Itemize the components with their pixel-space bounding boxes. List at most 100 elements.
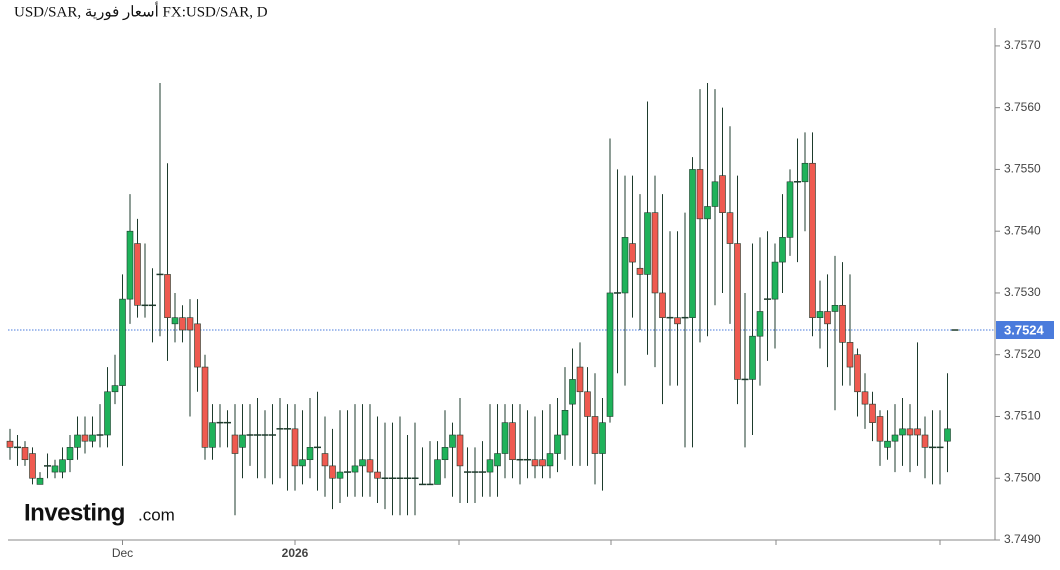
candle — [929, 410, 936, 485]
body — [606, 292, 614, 417]
candle — [149, 268, 156, 343]
candle — [621, 175, 629, 386]
body — [854, 354, 861, 393]
body — [81, 434, 89, 442]
body — [104, 391, 111, 436]
body — [486, 459, 494, 473]
body — [374, 471, 381, 479]
candle — [614, 169, 621, 374]
body — [801, 162, 809, 183]
body — [636, 267, 644, 275]
logo-suffix: .com — [138, 505, 175, 524]
candle — [779, 194, 786, 293]
body — [816, 311, 824, 318]
candle — [299, 410, 306, 485]
x-tick-label: Dec — [112, 546, 133, 560]
candle — [884, 410, 891, 460]
y-tick-label: 3.7490 — [1004, 532, 1041, 546]
candle — [51, 459, 59, 479]
candle — [411, 422, 419, 516]
candle — [224, 410, 231, 448]
candle — [831, 255, 839, 411]
candle — [209, 404, 216, 460]
body — [726, 212, 734, 244]
candle — [809, 132, 816, 337]
body — [291, 428, 299, 467]
candle — [89, 416, 96, 448]
candle — [126, 194, 134, 324]
y-tick-label: 3.7540 — [1004, 223, 1041, 237]
body — [899, 428, 906, 436]
candle — [644, 101, 651, 355]
body — [884, 440, 891, 448]
candle — [816, 280, 824, 349]
candle — [81, 416, 89, 454]
candle — [726, 126, 734, 324]
candle — [396, 416, 404, 516]
candle — [666, 231, 674, 386]
body — [689, 169, 696, 318]
candle — [561, 367, 569, 460]
candle — [134, 218, 141, 318]
body — [449, 434, 456, 448]
body — [201, 366, 209, 448]
candle — [119, 274, 126, 466]
candle — [74, 416, 81, 460]
body — [809, 162, 816, 318]
candle — [329, 428, 336, 510]
body — [194, 323, 201, 368]
candle — [29, 447, 36, 485]
candle — [696, 89, 704, 343]
candle — [314, 391, 321, 491]
body — [861, 391, 869, 405]
candle — [254, 397, 261, 479]
body — [21, 447, 29, 461]
body — [831, 305, 839, 312]
body — [876, 416, 884, 442]
candle — [404, 435, 411, 516]
body — [59, 459, 66, 473]
candle — [21, 441, 29, 466]
body — [906, 428, 914, 436]
candle — [239, 404, 246, 479]
body — [696, 169, 704, 220]
candle — [764, 231, 771, 361]
candle — [524, 410, 531, 479]
body — [561, 410, 569, 436]
body — [29, 453, 36, 479]
candle — [531, 416, 539, 479]
body — [66, 447, 74, 461]
body — [351, 465, 359, 473]
candle — [201, 354, 209, 460]
candle — [59, 447, 66, 479]
candle — [869, 391, 876, 442]
body — [441, 447, 449, 461]
candle — [554, 397, 561, 473]
y-tick-label: 3.7530 — [1004, 285, 1041, 299]
candle — [629, 175, 636, 318]
candle — [501, 404, 509, 479]
candle — [306, 397, 314, 479]
body — [359, 459, 366, 467]
candle — [44, 453, 51, 479]
body — [209, 422, 216, 448]
body — [584, 391, 591, 417]
y-tick-label: 3.7560 — [1004, 100, 1041, 114]
candle — [599, 397, 606, 491]
body — [111, 385, 119, 393]
candle — [876, 410, 884, 466]
body — [921, 434, 929, 448]
body — [839, 305, 846, 343]
candle — [14, 435, 21, 466]
candle — [261, 410, 269, 479]
y-tick-label: 3.7570 — [1004, 38, 1041, 52]
candle — [801, 132, 809, 232]
y-tick-label: 3.7520 — [1004, 347, 1041, 361]
candle — [104, 367, 111, 448]
body — [621, 237, 629, 294]
candle — [441, 410, 449, 479]
body — [824, 311, 831, 325]
body — [299, 459, 306, 467]
candle — [276, 397, 284, 479]
candle — [231, 404, 239, 516]
